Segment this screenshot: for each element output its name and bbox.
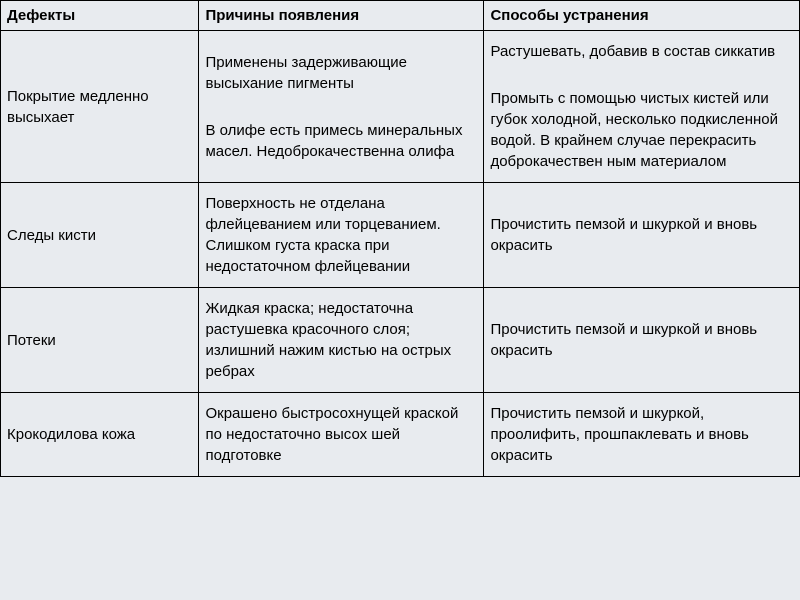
cell-defect: Потеки xyxy=(1,288,199,393)
fix-part: Промыть с помощью чистых кистей или губо… xyxy=(490,88,793,172)
cell-fix: Прочистить пемзой и шкуркой, проолифить,… xyxy=(484,393,800,477)
header-defects: Дефекты xyxy=(1,1,199,31)
cell-cause: Поверхность не отделана флейцеванием или… xyxy=(199,183,484,288)
cell-cause: Окрашено быстросохнущей краской по недос… xyxy=(199,393,484,477)
table-row: Покрытие медленно высыхает Применены зад… xyxy=(1,31,800,183)
cell-defect: Следы кисти xyxy=(1,183,199,288)
table-row: Потеки Жидкая краска; недостаточна расту… xyxy=(1,288,800,393)
table-row: Крокодилова кожа Окрашено быстросохнущей… xyxy=(1,393,800,477)
cell-fix: Прочистить пемзой и шкуркой и вновь окра… xyxy=(484,288,800,393)
defects-table: Дефекты Причины появления Способы устран… xyxy=(0,0,800,477)
cell-cause: Жидкая краска; недостаточна растушевка к… xyxy=(199,288,484,393)
header-fixes: Способы устранения xyxy=(484,1,800,31)
table-row: Следы кисти Поверхность не отделана флей… xyxy=(1,183,800,288)
table-header-row: Дефекты Причины появления Способы устран… xyxy=(1,1,800,31)
cell-fix: Растушевать, добавив в состав сиккатив П… xyxy=(484,31,800,183)
cause-part: Применены задерживающие высыхание пигмен… xyxy=(205,52,477,94)
fix-part: Растушевать, добавив в состав сиккатив xyxy=(490,41,793,62)
cell-cause: Применены задерживающие высыхание пигмен… xyxy=(199,31,484,183)
header-causes: Причины появления xyxy=(199,1,484,31)
cell-defect: Крокодилова кожа xyxy=(1,393,199,477)
cell-defect: Покрытие медленно высыхает xyxy=(1,31,199,183)
cell-fix: Прочистить пемзой и шкуркой и вновь окра… xyxy=(484,183,800,288)
cause-part: В олифе есть примесь минеральных масел. … xyxy=(205,120,477,162)
